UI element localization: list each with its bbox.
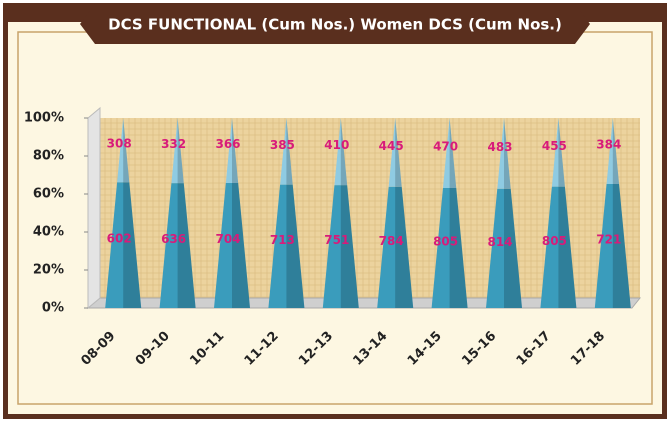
data-label: 410: [324, 138, 349, 152]
side-wall: [87, 106, 101, 310]
y-tick-label: 20%: [33, 263, 64, 278]
pyramid-shade: [123, 182, 142, 308]
data-label: 704: [215, 232, 240, 246]
pyramid-shade: [177, 118, 184, 184]
pyramid-shade: [177, 183, 196, 308]
pyramid-shade: [612, 118, 620, 185]
pyramid-segment: [268, 184, 305, 308]
chart-title: DCS FUNCTIONAL (Cum Nos.) Women DCS (Cum…: [108, 16, 562, 34]
pyramid-segment: [117, 118, 130, 183]
pyramid-segment: [159, 183, 196, 308]
pyramid-segment: [377, 186, 414, 308]
pyramid-shade: [395, 118, 402, 187]
data-label: 713: [270, 233, 295, 247]
data-label: 805: [433, 235, 458, 249]
data-label: 805: [542, 234, 567, 248]
data-label: 385: [270, 138, 295, 152]
pyramid-shade: [504, 188, 522, 308]
pyramid-segment: [486, 188, 522, 308]
y-tick-label: 80%: [33, 149, 64, 164]
pyramid-segment: [431, 188, 468, 308]
pyramid-shade: [340, 185, 359, 308]
data-label: 721: [596, 233, 621, 247]
data-label: 445: [379, 139, 404, 153]
data-label: 470: [433, 140, 458, 154]
pyramid-segment: [540, 186, 577, 308]
pyramid-segment: [105, 182, 142, 308]
pyramid-shade: [340, 118, 348, 186]
pyramid-shade: [232, 118, 239, 183]
pyramid-segment: [280, 118, 293, 185]
pyramid-segment: [225, 118, 239, 183]
data-label: 636: [161, 232, 186, 246]
pyramid-segment: [497, 118, 511, 189]
pyramid-shade: [449, 188, 468, 308]
pyramid-segment: [334, 118, 348, 186]
y-tick-label: 60%: [33, 187, 64, 202]
data-label: 384: [596, 138, 621, 152]
pyramid-segment: [171, 118, 184, 184]
pyramid-shade: [123, 118, 130, 183]
pyramid-segment: [442, 118, 457, 189]
pyramid-segment: [322, 185, 359, 308]
pyramid-segment: [594, 184, 631, 308]
pyramid-shade: [504, 118, 511, 189]
data-label: 455: [542, 139, 567, 153]
data-label: 366: [215, 137, 240, 151]
pyramid-shade: [286, 118, 293, 185]
title-banner: [80, 4, 590, 44]
pyramid-segment: [606, 118, 620, 185]
data-label: 332: [161, 137, 186, 151]
data-label: 751: [324, 233, 349, 247]
pyramid-shade: [558, 118, 565, 187]
pyramid-shade: [232, 182, 250, 308]
pyramid-shade: [612, 184, 631, 308]
y-tick-label: 0%: [42, 301, 64, 316]
data-label: 814: [487, 235, 512, 249]
y-tick-label: 40%: [33, 225, 64, 240]
pyramid-segment: [388, 118, 402, 187]
pyramid-shade: [395, 186, 414, 308]
pyramid-shade: [558, 186, 577, 308]
y-tick-label: 100%: [24, 111, 64, 126]
pyramid-shade: [286, 184, 305, 308]
pyramid-segment: [551, 118, 565, 187]
data-label: 483: [487, 140, 512, 154]
pyramid-segment: [214, 182, 250, 308]
data-label: 784: [379, 234, 404, 248]
pyramid-shade: [449, 118, 457, 189]
data-label: 308: [107, 137, 132, 151]
data-label: 602: [107, 232, 132, 246]
